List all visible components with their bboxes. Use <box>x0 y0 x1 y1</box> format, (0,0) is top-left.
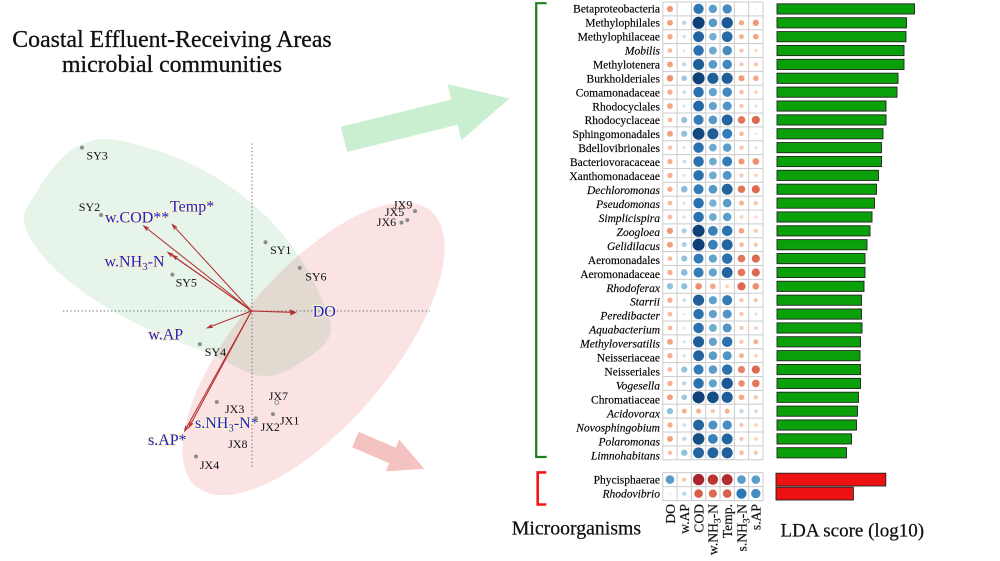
svg-text:Rhodocyclaceae: Rhodocyclaceae <box>585 115 660 127</box>
svg-text:Methylophilaceae: Methylophilaceae <box>578 31 660 43</box>
svg-text:w.NH3-N: w.NH3-N <box>105 253 165 273</box>
svg-text:Dechloromonas: Dechloromonas <box>586 185 661 197</box>
svg-text:SY4: SY4 <box>205 345 226 359</box>
svg-text:Aquabacterium: Aquabacterium <box>588 325 660 337</box>
svg-text:Neisseriaceae: Neisseriaceae <box>597 353 660 365</box>
svg-text:Comamonadaceae: Comamonadaceae <box>576 87 660 99</box>
svg-text:Simplicispira: Simplicispira <box>599 213 661 225</box>
svg-text:Temp*: Temp* <box>170 199 214 216</box>
svg-text:DO: DO <box>663 504 678 524</box>
svg-text:Methylophilales: Methylophilales <box>585 18 660 30</box>
svg-text:Acidovorax: Acidovorax <box>606 408 661 420</box>
svg-text:Peredibacter: Peredibacter <box>599 311 660 323</box>
svg-text:Methyloversatilis: Methyloversatilis <box>579 339 660 351</box>
svg-text:SY6: SY6 <box>305 270 326 284</box>
svg-text:w.AP: w.AP <box>148 327 183 344</box>
svg-text:SY2: SY2 <box>79 200 100 214</box>
svg-text:JX1: JX1 <box>280 414 299 428</box>
svg-text:Temp.: Temp. <box>720 504 735 538</box>
svg-text:Xanthomonadaceae: Xanthomonadaceae <box>569 171 660 183</box>
svg-text:Aeromonadales: Aeromonadales <box>588 255 661 267</box>
svg-text:w.COD**: w.COD** <box>105 210 169 227</box>
svg-text:COD: COD <box>691 504 706 533</box>
svg-text:microbial communities: microbial communities <box>62 52 282 78</box>
svg-text:LDA score (log10): LDA score (log10) <box>781 521 925 542</box>
svg-text:DO: DO <box>313 304 336 321</box>
svg-text:Polaromonas: Polaromonas <box>597 436 660 448</box>
svg-text:Betaproteobacteria: Betaproteobacteria <box>573 4 660 16</box>
svg-text:Bacteriovoracaceae: Bacteriovoracaceae <box>570 157 660 169</box>
svg-text:Bdellovibrionales: Bdellovibrionales <box>578 143 660 155</box>
svg-text:Aeromonadaceae: Aeromonadaceae <box>580 269 660 281</box>
svg-text:w.AP: w.AP <box>677 504 692 534</box>
svg-text:Rhodocyclales: Rhodocyclales <box>592 101 660 113</box>
svg-text:Neisseriales: Neisseriales <box>604 367 660 379</box>
svg-text:Mobilis: Mobilis <box>624 45 661 57</box>
svg-text:JX2: JX2 <box>261 420 280 434</box>
svg-text:SY3: SY3 <box>86 149 107 163</box>
svg-text:JX8: JX8 <box>228 437 247 451</box>
svg-text:SY5: SY5 <box>176 276 197 290</box>
svg-text:Limnohabitans: Limnohabitans <box>590 450 661 462</box>
svg-text:Phycisphaerae: Phycisphaerae <box>594 474 660 486</box>
svg-text:SY1: SY1 <box>270 243 291 257</box>
svg-text:JX6: JX6 <box>377 215 396 229</box>
svg-text:Sphingomonadales: Sphingomonadales <box>572 129 660 141</box>
svg-text:Rhodoferax: Rhodoferax <box>605 283 661 295</box>
svg-text:JX4: JX4 <box>200 458 219 472</box>
svg-text:Rhodovibrio: Rhodovibrio <box>602 488 661 500</box>
svg-text:Novosphingobium: Novosphingobium <box>575 422 660 434</box>
svg-text:Pseudomonas: Pseudomonas <box>595 199 660 211</box>
svg-text:Coastal Effluent-Receiving Are: Coastal Effluent-Receiving Areas <box>12 27 331 53</box>
svg-text:s.AP: s.AP <box>749 504 764 531</box>
svg-text:Starrii: Starrii <box>630 297 660 309</box>
svg-text:s.AP*: s.AP* <box>148 432 187 449</box>
svg-text:s.NH3-N*: s.NH3-N* <box>195 415 259 435</box>
svg-text:Methylotenera: Methylotenera <box>593 59 660 71</box>
svg-text:Microorganisms: Microorganisms <box>512 518 641 540</box>
svg-text:Gelidilacus: Gelidilacus <box>607 241 661 253</box>
svg-text:Zoogloea: Zoogloea <box>617 227 661 239</box>
svg-text:Burkholderiales: Burkholderiales <box>587 73 661 85</box>
svg-text:JX3: JX3 <box>225 402 244 416</box>
svg-text:Vogesella: Vogesella <box>616 380 660 392</box>
svg-text:Chromatiaceae: Chromatiaceae <box>591 394 660 406</box>
